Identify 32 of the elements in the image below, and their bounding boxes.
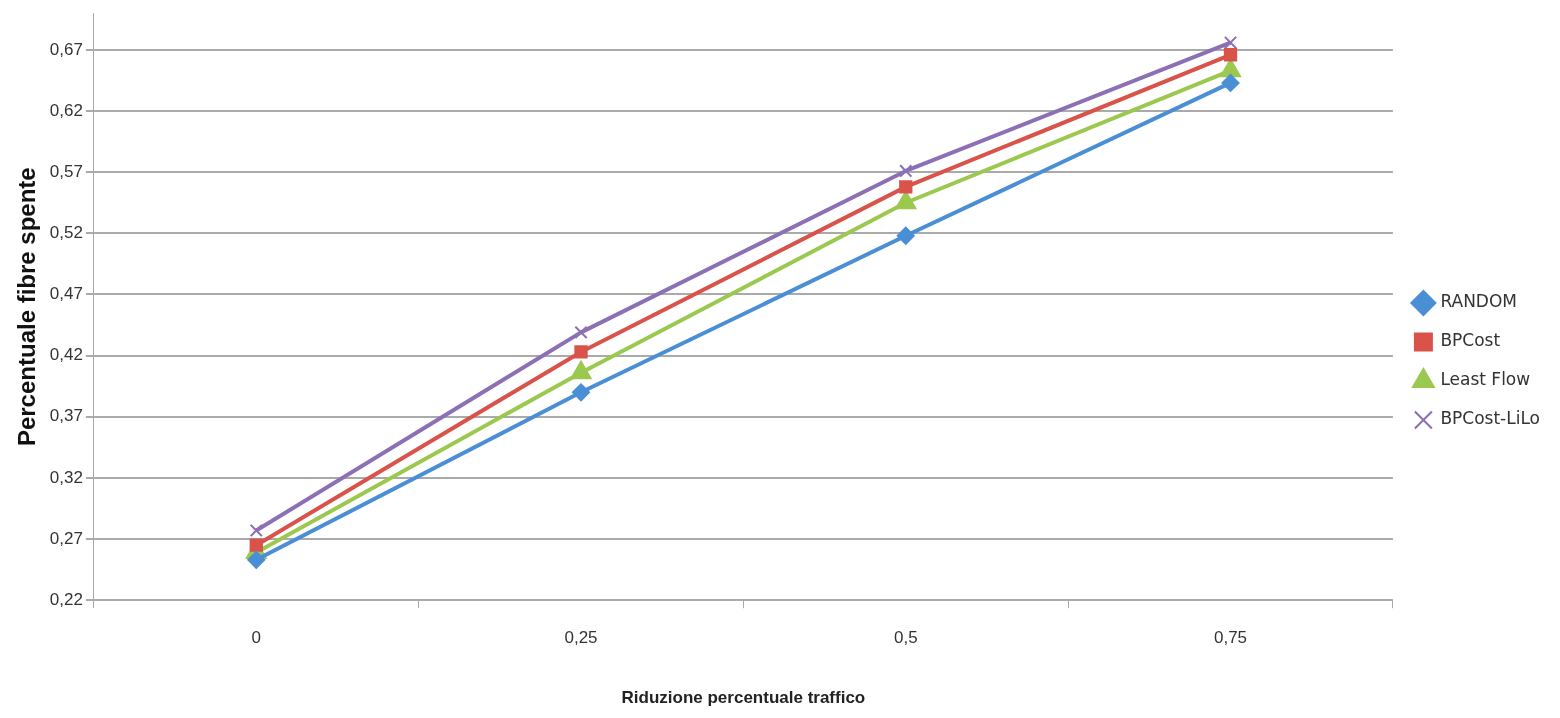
- point: [1223, 48, 1238, 62]
- point: [899, 180, 913, 194]
- point: [247, 550, 266, 569]
- point: [1221, 73, 1240, 92]
- y-tick-label: 0,47: [49, 284, 83, 304]
- y-tick-label: 0,62: [49, 100, 83, 120]
- x-tick-label: 0,75: [1213, 628, 1248, 648]
- y-tick-label: 0,42: [49, 345, 83, 365]
- legend-label: Least Flow: [1440, 369, 1531, 390]
- y-tick-label: 0,37: [49, 406, 83, 426]
- y-tick-label: 0,32: [49, 467, 83, 487]
- point: [249, 523, 263, 538]
- y-axis-title: Percentuale fibre spente: [13, 167, 41, 447]
- y-tick-label: 0,52: [49, 223, 83, 243]
- y-tick-label: 0,22: [49, 589, 83, 609]
- point: [249, 538, 263, 552]
- point: [574, 325, 588, 340]
- point: [574, 345, 588, 359]
- legend-label: BPCost-LiLo: [1440, 408, 1540, 429]
- legend-label: RANDOM: [1440, 291, 1517, 312]
- point: [1223, 35, 1238, 50]
- point: [572, 383, 591, 402]
- point: [896, 226, 915, 245]
- x-tick-label: 0: [251, 628, 261, 648]
- legend-label: BPCost: [1440, 330, 1501, 351]
- point: [899, 164, 913, 178]
- y-tick-label: 0,57: [49, 161, 83, 181]
- x-tick-label: 0,5: [893, 628, 918, 648]
- x-tick-label: 0,25: [564, 628, 598, 648]
- x-axis-title: Riduzione percentuale traffico: [621, 688, 866, 708]
- y-tick-label: 0,67: [49, 39, 83, 59]
- y-tick-label: 0,27: [49, 528, 83, 548]
